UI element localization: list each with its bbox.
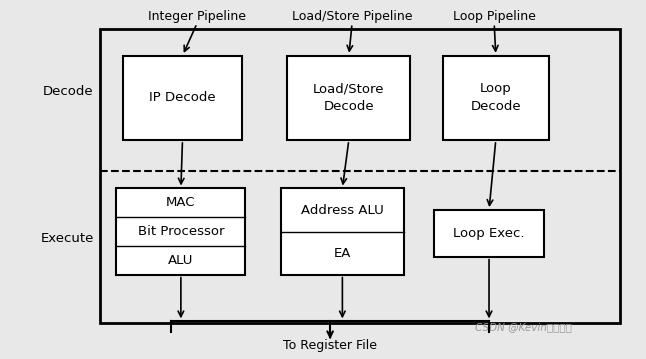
Text: Load/Store
Decode: Load/Store Decode — [313, 82, 384, 113]
Bar — [100, 29, 620, 323]
Text: MAC: MAC — [166, 196, 196, 209]
Text: EA: EA — [334, 247, 351, 260]
Text: To Register File: To Register File — [283, 339, 377, 352]
Text: Address ALU: Address ALU — [301, 204, 384, 216]
Bar — [116, 188, 245, 275]
Text: Integer Pipeline: Integer Pipeline — [148, 10, 246, 23]
Text: Bit Processor: Bit Processor — [138, 225, 224, 238]
Text: Loop
Decode: Loop Decode — [470, 82, 521, 113]
Bar — [123, 56, 242, 140]
Text: Execute: Execute — [40, 232, 94, 245]
Text: Decode: Decode — [43, 85, 94, 98]
Text: IP Decode: IP Decode — [149, 91, 216, 104]
Bar — [287, 56, 410, 140]
Bar — [281, 188, 404, 275]
Text: Load/Store Pipeline: Load/Store Pipeline — [292, 10, 412, 23]
Bar — [434, 210, 544, 257]
Text: Loop Pipeline: Loop Pipeline — [453, 10, 536, 23]
Text: Loop Exec.: Loop Exec. — [453, 227, 525, 240]
Text: ALU: ALU — [168, 254, 194, 267]
Bar — [443, 56, 549, 140]
Text: CSDN @Kevin的学习站: CSDN @Kevin的学习站 — [475, 322, 572, 332]
